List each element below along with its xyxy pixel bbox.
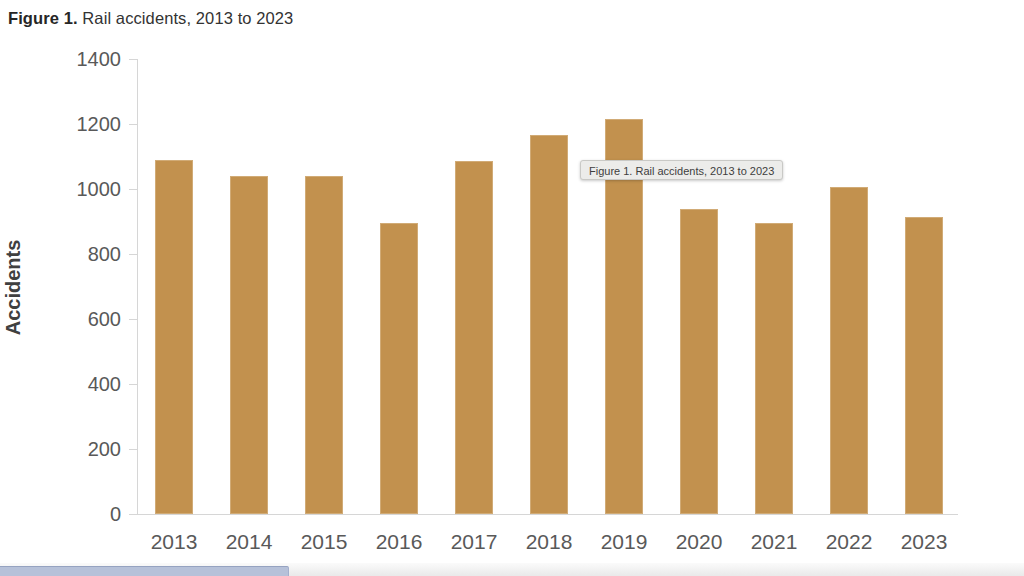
bar-2017[interactable] [455, 161, 493, 514]
x-axis-label-2013: 2013 [136, 530, 212, 554]
bar-2013[interactable] [155, 160, 193, 514]
x-axis-label-2017: 2017 [436, 530, 512, 554]
bar-2015[interactable] [305, 176, 343, 514]
bar-2023[interactable] [905, 217, 943, 514]
bar-2018[interactable] [530, 135, 568, 514]
y-axis-tick-label: 400 [0, 373, 121, 395]
horizontal-scrollbar-thumb[interactable] [0, 566, 289, 576]
bar-2016[interactable] [380, 223, 418, 514]
y-axis-tick-label: 1400 [0, 48, 121, 70]
y-axis-tick-label: 800 [0, 243, 121, 265]
x-axis-label-2022: 2022 [811, 530, 887, 554]
window-bottom-edge [0, 563, 1024, 576]
x-axis-label-2021: 2021 [736, 530, 812, 554]
bar-2021[interactable] [755, 223, 793, 514]
figure-title-prefix: Figure 1. [8, 9, 78, 27]
y-axis-tick-label: 0 [0, 503, 121, 525]
y-axis-tick [129, 254, 137, 255]
y-axis-title: Accidents [2, 213, 25, 363]
y-axis-tick-label: 200 [0, 438, 121, 460]
y-axis-tick [129, 59, 137, 60]
x-axis-label-2020: 2020 [661, 530, 737, 554]
y-axis-tick [129, 189, 137, 190]
figure-title: Figure 1. Rail accidents, 2013 to 2023 [8, 9, 293, 28]
y-axis-tick [129, 319, 137, 320]
chart-page: Figure 1. Rail accidents, 2013 to 2023 A… [0, 0, 1024, 576]
x-axis-line [137, 514, 958, 515]
y-axis-tick [129, 384, 137, 385]
figure-title-text: Rail accidents, 2013 to 2023 [78, 9, 294, 27]
y-axis-tick [129, 514, 137, 515]
x-axis-label-2023: 2023 [886, 530, 962, 554]
y-axis-tick-label: 1200 [0, 113, 121, 135]
x-axis-label-2019: 2019 [586, 530, 662, 554]
x-axis-label-2014: 2014 [211, 530, 287, 554]
hover-tooltip: Figure 1. Rail accidents, 2013 to 2023 [580, 160, 783, 180]
y-axis-line [137, 59, 138, 515]
x-axis-label-2018: 2018 [511, 530, 587, 554]
x-axis-label-2015: 2015 [286, 530, 362, 554]
bar-2020[interactable] [680, 209, 718, 515]
y-axis-tick-label: 600 [0, 308, 121, 330]
bar-2022[interactable] [830, 187, 868, 514]
y-axis-tick [129, 124, 137, 125]
bar-2014[interactable] [230, 176, 268, 514]
y-axis-tick-label: 1000 [0, 178, 121, 200]
y-axis-tick [129, 449, 137, 450]
x-axis-label-2016: 2016 [361, 530, 437, 554]
